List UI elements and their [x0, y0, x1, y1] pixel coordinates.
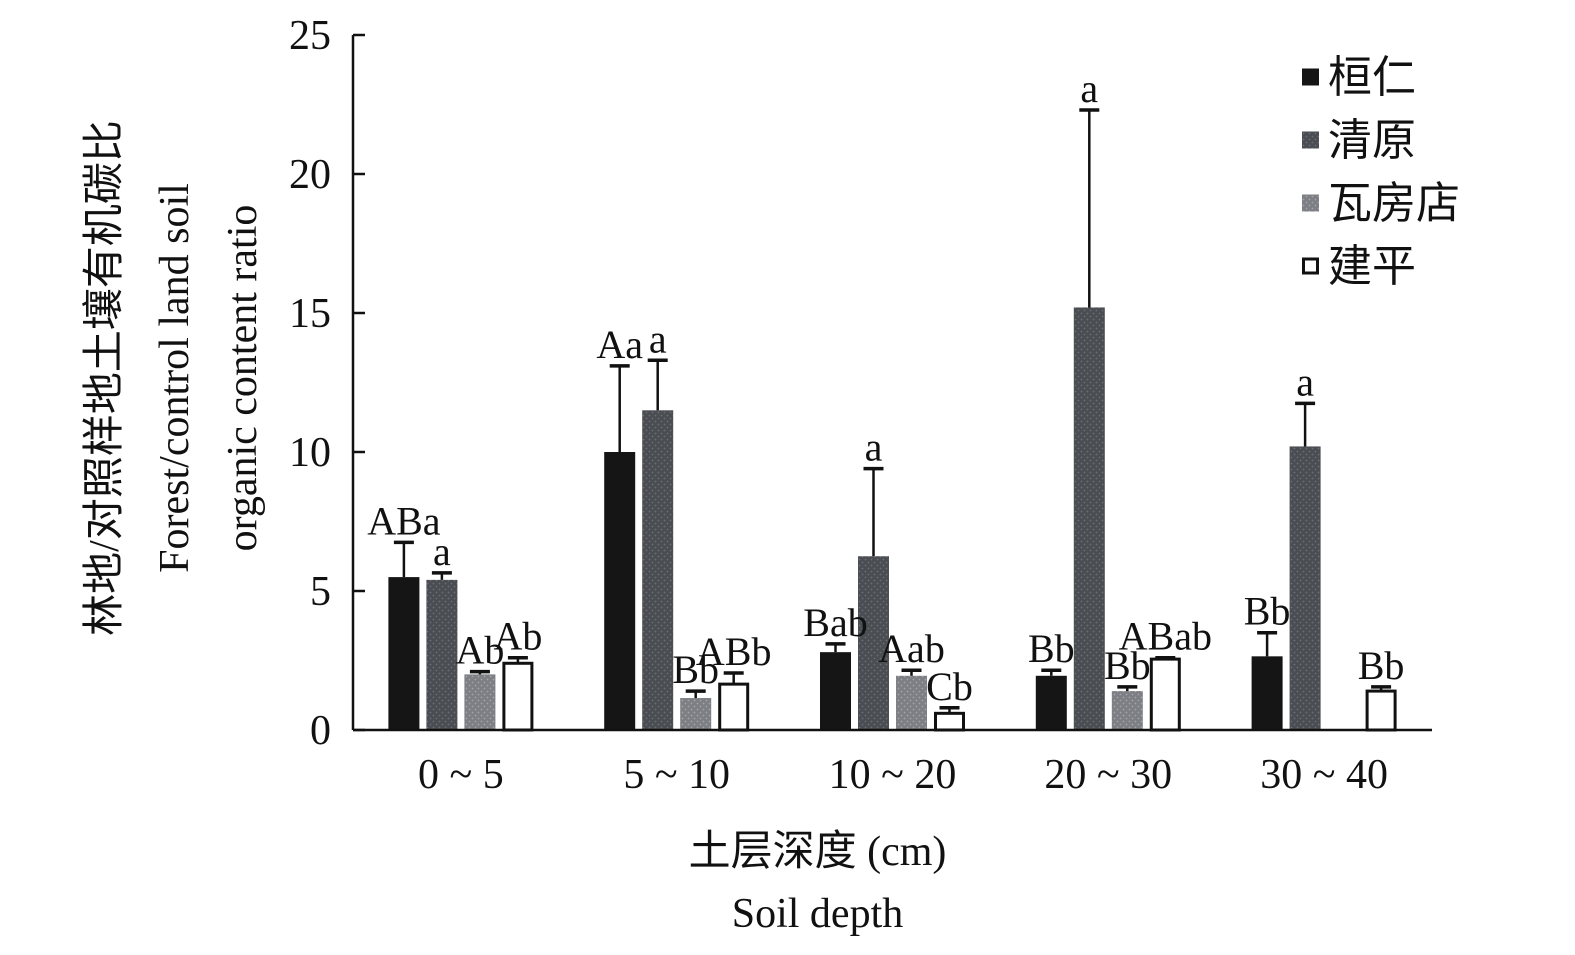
bars [388, 307, 1397, 732]
bar [1149, 657, 1181, 732]
bar [680, 698, 712, 730]
bar [1365, 689, 1397, 732]
x-tick-label: 20 ~ 30 [1044, 752, 1172, 798]
bar [1035, 675, 1067, 730]
significance-label: Aa [596, 322, 643, 367]
significance-label: ABab [1119, 614, 1212, 659]
y-tick-label: 0 [310, 708, 331, 754]
legend-swatch [1302, 68, 1319, 86]
x-tick-label: 0 ~ 5 [418, 752, 504, 798]
bar [1251, 656, 1283, 730]
y-axis-title: 林地/对照样地土壤有机碳比 Forest/control land soil org… [81, 120, 266, 636]
y-axis-title-line: organic content ratio [220, 205, 266, 552]
legend-swatch [1302, 194, 1319, 212]
bar [1111, 691, 1143, 730]
bar [426, 579, 458, 730]
y-axis-title-line: 林地/对照样地土壤有机碳比 [81, 120, 128, 636]
y-axis-ticks: 0 5 10 15 20 25 [289, 13, 365, 754]
y-tick-label: 10 [289, 430, 331, 476]
bar [388, 577, 420, 730]
bar [1289, 446, 1321, 730]
significance-label: a [433, 529, 451, 574]
x-tick-label: 10 ~ 20 [829, 752, 957, 798]
significance-label: a [865, 425, 883, 470]
bar [718, 682, 750, 732]
significance-label: a [1080, 66, 1098, 111]
significance-label: Aab [878, 626, 945, 671]
bar [502, 661, 534, 732]
bar [464, 674, 496, 730]
legend-label: 清原 [1328, 116, 1416, 165]
significance-label: Ab [455, 628, 504, 673]
significance-label: Bb [1104, 643, 1151, 688]
x-axis-title-line: 土层深度 (cm) [689, 829, 947, 875]
significance-label: Bb [1358, 643, 1405, 688]
error-bars [393, 108, 1392, 714]
y-tick-label: 20 [289, 152, 331, 198]
significance-label: Cb [926, 664, 973, 709]
significance-label: a [649, 316, 667, 361]
y-tick-label: 25 [289, 13, 331, 59]
y-tick-label: 5 [310, 569, 331, 615]
significance-label: Bab [803, 600, 867, 645]
significance-label: Bb [1244, 589, 1291, 634]
legend-swatch [1302, 131, 1319, 149]
y-tick-label: 15 [289, 291, 331, 337]
legend-label: 瓦房店 [1328, 179, 1460, 228]
significance-label: ABa [367, 498, 441, 543]
x-axis-title: 土层深度 (cm) Soil depth [689, 829, 947, 937]
x-tick-label: 5 ~ 10 [623, 752, 730, 798]
significance-label: a [1296, 359, 1314, 404]
axes [351, 35, 1432, 732]
x-axis-title-line: Soil depth [732, 891, 904, 937]
bar [604, 452, 636, 730]
bar [896, 675, 927, 730]
bar [820, 652, 851, 730]
significance-label: Bb [672, 647, 719, 692]
bar [858, 556, 889, 730]
significance-label: Ab [493, 614, 542, 659]
x-axis-ticks: 0 ~ 5 5 ~ 10 10 ~ 20 20 ~ 30 30 ~ 40 [418, 752, 1388, 798]
bar [934, 711, 965, 732]
y-axis-title-line: Forest/control land soil [152, 183, 198, 573]
significance-label: ABb [696, 629, 772, 674]
bar [1073, 307, 1105, 730]
legend-swatch [1302, 257, 1319, 275]
legend-label: 建平 [1328, 242, 1416, 291]
legend-label: 桓仁 [1328, 53, 1416, 102]
significance-label: Bb [1028, 626, 1075, 671]
bar [642, 410, 674, 730]
x-tick-label: 30 ~ 40 [1260, 752, 1388, 798]
